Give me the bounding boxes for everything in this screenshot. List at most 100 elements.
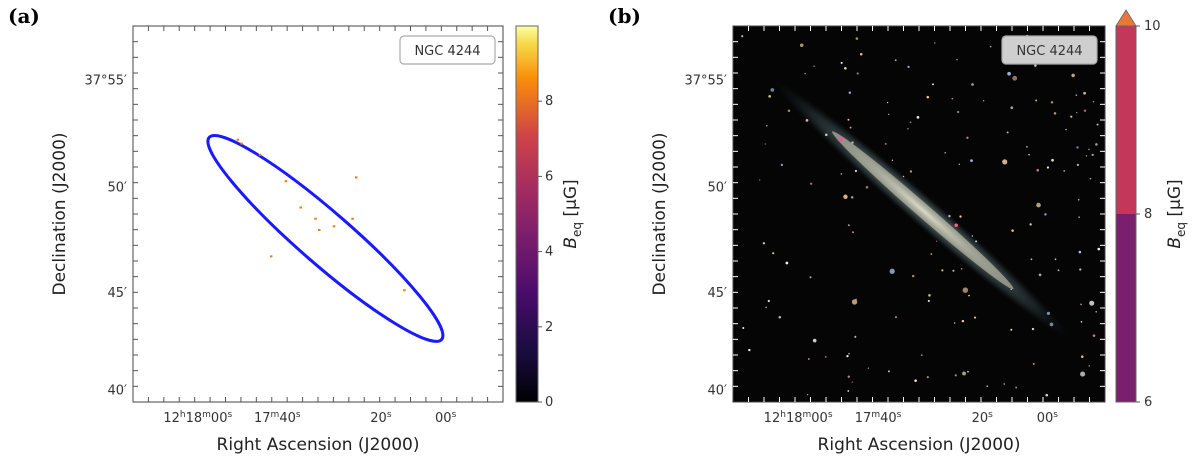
emission-pixel (351, 217, 354, 220)
y-tick-label: 37°55′ (684, 74, 727, 89)
star (956, 58, 958, 61)
colorbar-title: Beq [μG] (1165, 179, 1188, 248)
star (1078, 216, 1080, 218)
star (809, 276, 812, 279)
x-tick-label: 20s​ (972, 410, 994, 426)
star (916, 115, 920, 119)
star (799, 43, 804, 48)
panel-b-label: (b) (608, 4, 641, 28)
star (764, 143, 766, 145)
star (848, 352, 850, 355)
star (941, 269, 944, 272)
star (1051, 158, 1054, 162)
star (767, 299, 770, 303)
y-tick-label: 50′ (708, 181, 728, 196)
star (973, 316, 977, 319)
star (1095, 310, 1098, 313)
star (1038, 273, 1042, 277)
star (962, 287, 969, 293)
star (934, 42, 936, 44)
star (960, 268, 963, 270)
star (1044, 213, 1047, 216)
star (1053, 112, 1057, 115)
star (935, 240, 938, 242)
star (927, 299, 930, 302)
star (907, 65, 910, 69)
colorbar-bin (1116, 26, 1136, 214)
star (1079, 268, 1082, 271)
galaxy-core (832, 131, 1014, 290)
star (813, 65, 815, 67)
star (778, 315, 782, 319)
star (851, 381, 854, 383)
star (1096, 123, 1099, 126)
star (766, 124, 768, 127)
colorbar-tick-label: 2 (545, 320, 553, 335)
y-tick-label: 45′ (708, 286, 728, 301)
star (765, 306, 768, 309)
star (953, 322, 956, 324)
star (1097, 247, 1101, 251)
colorbar-tick-label: 8 (545, 94, 553, 109)
star (1002, 159, 1008, 165)
star (1088, 148, 1090, 151)
star (1075, 94, 1078, 96)
star (1046, 311, 1051, 316)
star (948, 214, 951, 218)
emission-pixel (355, 176, 358, 179)
star (968, 294, 970, 297)
colorbar-extend-arrow (1115, 9, 1137, 27)
star (1049, 322, 1054, 327)
y-tick-label: 40′ (108, 384, 128, 399)
colorbar-tick-label: 6 (1144, 395, 1152, 410)
star (909, 121, 912, 124)
star (887, 370, 890, 373)
star (926, 95, 930, 99)
star (854, 335, 857, 338)
star (894, 59, 897, 62)
star (780, 163, 784, 167)
emission-pixel (332, 225, 336, 228)
star (785, 261, 789, 265)
star (1034, 64, 1037, 67)
star (1026, 145, 1028, 148)
star (926, 375, 929, 379)
x-axis-title: Right Ascension (J2000) (217, 435, 420, 455)
colorbar (515, 25, 539, 403)
y-tick-label: 50′ (108, 181, 128, 196)
star (982, 100, 985, 102)
star (807, 394, 809, 396)
star (975, 240, 978, 243)
star (847, 390, 850, 392)
star (1078, 250, 1082, 254)
star (805, 119, 809, 122)
star (986, 385, 989, 387)
star (1010, 106, 1014, 110)
colorbar-title: Beq [μG] (561, 179, 584, 248)
emission-pixel (269, 255, 273, 258)
emission-pixel (284, 180, 288, 183)
object-label-box (1001, 35, 1098, 65)
star (1003, 383, 1006, 385)
star (867, 367, 869, 369)
star (770, 88, 775, 92)
star (966, 136, 969, 139)
x-tick-label: 17m​40s​ (254, 410, 301, 426)
star (849, 126, 852, 129)
emission-pixel (403, 289, 406, 292)
star (954, 223, 958, 228)
star (1085, 155, 1088, 157)
star (891, 159, 894, 161)
star (971, 83, 974, 86)
star (954, 374, 957, 377)
star (1080, 355, 1084, 358)
star (1095, 143, 1098, 146)
star (1029, 223, 1032, 226)
star (851, 299, 858, 305)
star (1077, 198, 1080, 201)
star (886, 101, 889, 104)
star (812, 338, 817, 343)
region-ellipse (206, 134, 445, 343)
x-tick-label: 00s​ (435, 410, 457, 426)
